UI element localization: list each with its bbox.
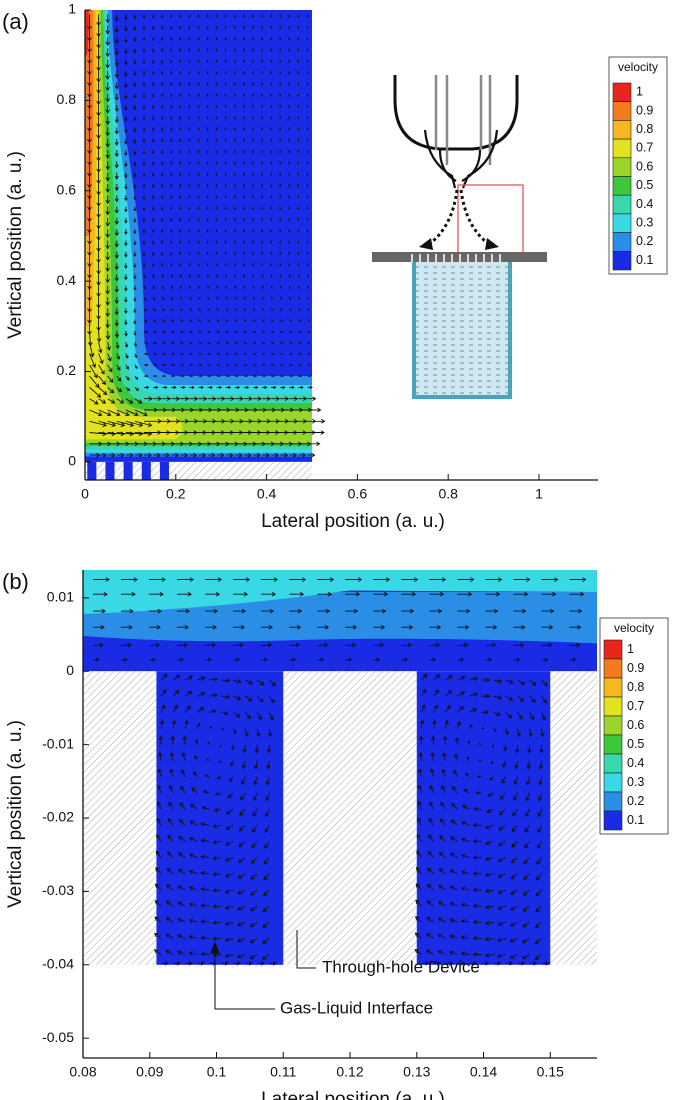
legend-swatch — [603, 791, 623, 812]
x-tick-label: 0.6 — [348, 486, 368, 502]
legend-swatch — [612, 176, 632, 196]
legend-label: 0.1 — [627, 813, 644, 827]
through-hole — [159, 461, 169, 480]
legend-swatch — [603, 715, 623, 736]
y-tick-label: -0.05 — [42, 1029, 74, 1045]
legend-label: 0.9 — [636, 103, 653, 117]
legend-swatch — [603, 658, 623, 679]
legend-swatch — [612, 120, 632, 140]
y-tick-label: 0.6 — [57, 181, 77, 197]
x-tick-label: 0.15 — [537, 1064, 564, 1080]
legend-title: velocity — [618, 60, 658, 74]
legend-label: 1 — [627, 642, 634, 656]
legend-swatch — [603, 772, 623, 793]
y-tick-label: 0.2 — [57, 362, 77, 378]
y-tick-label: 0.4 — [57, 272, 77, 288]
legend-swatch — [603, 810, 623, 831]
x-tick-label: 0.8 — [438, 486, 458, 502]
inset-schematic — [372, 75, 547, 399]
legend-label: 0.1 — [636, 253, 653, 267]
velocity-vectors — [87, 14, 326, 458]
y-axis-label: Vertical position (a. u.) — [5, 151, 26, 339]
legend-swatch — [612, 157, 632, 177]
y-tick-label: 0.8 — [57, 91, 77, 107]
through-hole — [123, 461, 133, 480]
y-tick-label: 1 — [68, 1, 76, 17]
y-tick-label: -0.02 — [42, 809, 74, 825]
x-tick-label: 0.12 — [336, 1064, 363, 1080]
panel-label: (b) — [2, 569, 29, 594]
y-tick-label: -0.03 — [42, 882, 74, 898]
contour-band — [83, 570, 597, 615]
x-axis-label: Lateral position (a. u.) — [261, 511, 445, 532]
legend-swatch — [612, 232, 632, 252]
legend-title: velocity — [614, 621, 654, 635]
legend-label: 0.2 — [627, 794, 644, 808]
x-axis-label: Lateral position (a. u.) — [261, 1089, 445, 1100]
legend-label: 0.3 — [627, 775, 644, 789]
legend-swatch — [603, 753, 623, 774]
x-tick-label: 0 — [81, 486, 89, 502]
x-tick-label: 1 — [535, 486, 543, 502]
legend-label: 0.6 — [636, 159, 653, 173]
legend-swatch — [603, 696, 623, 717]
annotation: Through-hole Device — [322, 957, 480, 976]
solid-wall — [83, 671, 157, 965]
legend-swatch — [612, 194, 632, 215]
y-axis-label: Vertical position (a. u.) — [5, 720, 26, 908]
legend-label: 0.7 — [627, 699, 644, 713]
legend-label: 0.6 — [627, 718, 644, 732]
x-tick-label: 0.2 — [166, 486, 186, 502]
contour-band — [85, 10, 312, 457]
legend-label: 0.4 — [636, 197, 653, 211]
legend-swatch — [612, 251, 632, 271]
solid-wall — [550, 671, 597, 965]
solid-wall — [85, 461, 312, 480]
legend-swatch — [612, 82, 632, 103]
legend-swatch — [612, 138, 632, 159]
y-tick-label: 0.01 — [47, 589, 74, 605]
through-hole — [141, 461, 151, 480]
x-tick-label: 0.09 — [136, 1064, 163, 1080]
legend-label: 0.5 — [627, 737, 644, 751]
through-hole — [416, 671, 551, 965]
legend-label: 1 — [636, 85, 643, 99]
panel-label: (a) — [2, 9, 29, 34]
legend-label: 0.3 — [636, 216, 653, 230]
legend-label: 0.9 — [627, 661, 644, 675]
x-tick-label: 0.4 — [257, 486, 277, 502]
legend-swatch — [603, 734, 623, 755]
legend-label: 0.4 — [627, 756, 644, 770]
legend-label: 0.2 — [636, 234, 653, 248]
x-tick-label: 0.14 — [470, 1064, 497, 1080]
legend-swatch — [603, 677, 623, 698]
velocity-vectors — [92, 577, 587, 966]
legend-swatch — [612, 213, 632, 233]
solid-wall — [283, 671, 417, 965]
x-tick-label: 0.1 — [207, 1064, 227, 1080]
legend-label: 0.8 — [627, 680, 644, 694]
legend-label: 0.8 — [636, 122, 653, 136]
x-tick-label: 0.13 — [403, 1064, 430, 1080]
legend-swatch — [603, 639, 623, 660]
y-tick-label: 0 — [66, 662, 74, 678]
through-hole — [156, 671, 284, 965]
y-tick-label: 0 — [68, 453, 76, 469]
through-hole — [105, 461, 115, 480]
x-tick-label: 0.08 — [69, 1064, 96, 1080]
contour-band — [85, 10, 89, 56]
annotations — [210, 930, 316, 1010]
legend-label: 0.7 — [636, 141, 653, 155]
x-tick-label: 0.11 — [270, 1064, 296, 1080]
legend-label: 0.5 — [636, 178, 653, 192]
y-tick-label: -0.01 — [42, 735, 74, 751]
annotation: Gas-Liquid Interface — [280, 998, 433, 1017]
legend-swatch — [612, 101, 632, 121]
y-tick-label: -0.04 — [42, 956, 74, 972]
through-hole — [87, 461, 97, 480]
